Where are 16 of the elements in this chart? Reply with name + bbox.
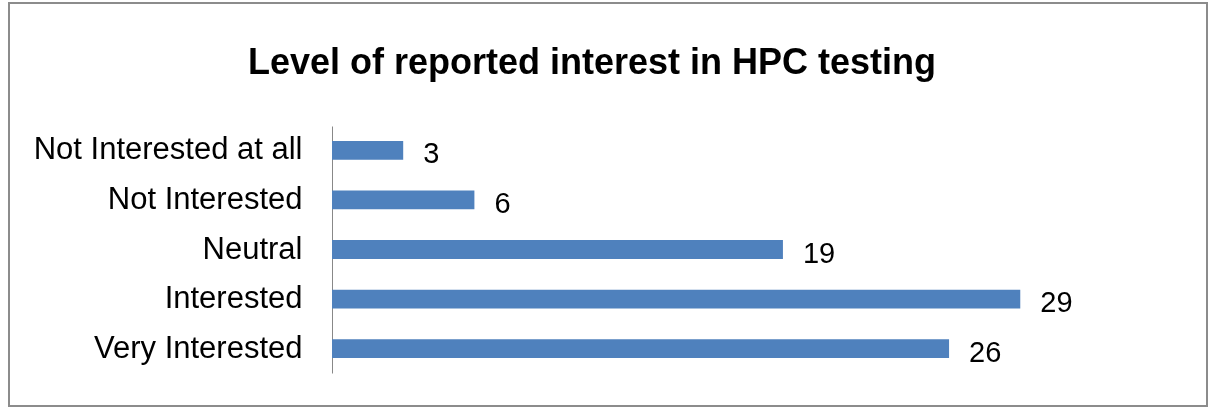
bar [332,289,1021,309]
bar [332,339,950,359]
data-label: 26 [969,335,1002,368]
bar [332,240,783,259]
data-label: 6 [494,186,511,219]
y-tick-label: Not Interested at all [33,131,303,167]
y-tick-label: Not Interested [107,180,303,216]
y-tick-label: Neutral [202,230,303,266]
data-label: 3 [423,137,440,170]
bar [332,190,475,210]
y-tick-label: Interested [164,280,303,316]
bar [332,140,404,160]
data-label: 29 [1040,286,1073,319]
y-tick-label: Very Interested [93,329,303,365]
chart-title: Level of reported interest in HPC testing [247,41,937,82]
data-label: 19 [802,236,836,269]
